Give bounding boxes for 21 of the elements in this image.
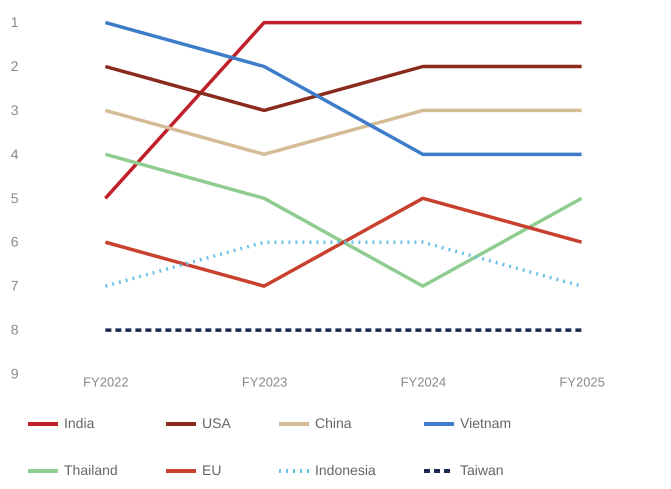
y-tick-label: 1 [10,14,19,30]
legend-label: India [64,415,95,431]
x-tick-label: FY2024 [400,374,446,390]
y-tick-label: 6 [10,234,19,250]
legend-label: USA [202,415,232,431]
x-tick-label: FY2025 [559,374,605,390]
legend-label: Taiwan [460,462,504,478]
y-tick-label: 4 [10,146,19,162]
x-tick-label: FY2022 [83,374,129,390]
y-tick-label: 5 [10,190,19,206]
legend-label: EU [202,462,222,478]
x-tick-label: FY2023 [242,374,288,390]
y-tick-label: 7 [10,278,19,294]
y-tick-label: 8 [10,322,19,338]
y-tick-label: 2 [10,58,19,74]
y-tick-label: 9 [10,366,19,382]
legend-label: Thailand [64,462,118,478]
legend-label: Indonesia [315,462,376,478]
legend-label: China [315,415,352,431]
y-tick-label: 3 [10,102,19,118]
legend-label: Vietnam [460,415,512,431]
